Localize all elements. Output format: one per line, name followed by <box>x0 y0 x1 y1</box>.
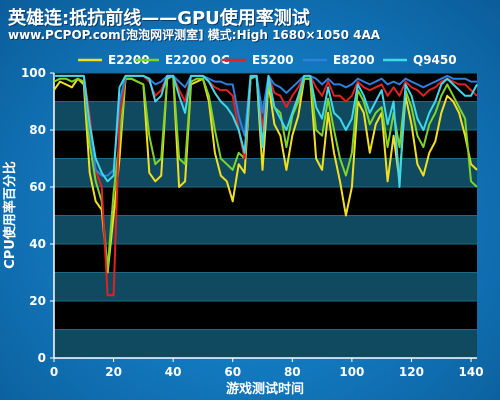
plot-band <box>54 187 477 216</box>
plot-band <box>54 272 477 301</box>
plot-band <box>54 215 477 244</box>
legend-label-q9450: Q9450 <box>413 53 457 67</box>
y-tick-labels: 0 20 40 60 80 100 <box>21 66 46 365</box>
plot-band <box>54 158 477 187</box>
legend-label-e2200: E2200 <box>108 53 150 67</box>
x-tick-label: 0 <box>50 365 58 379</box>
y-tick-label: 20 <box>29 294 46 308</box>
x-tick-labels: 0 20 40 60 80 100 120 140 <box>50 365 484 379</box>
legend-label-e8200: E8200 <box>333 53 375 67</box>
x-axis-title: 游戏测试时间 <box>226 381 304 397</box>
series-line-e8200 <box>54 74 477 177</box>
chart-subtitle: www.PCPOP.com[泡泡网评测室] 模式:High 1680×1050 … <box>8 28 381 42</box>
x-tick-label: 80 <box>284 365 301 379</box>
x-tick-label: 120 <box>399 365 424 379</box>
y-tick-label: 80 <box>29 123 46 137</box>
plot-band <box>54 244 477 273</box>
legend-label-e5200: E5200 <box>252 53 294 67</box>
axes <box>50 72 477 362</box>
y-tick-label: 40 <box>29 237 46 251</box>
series-lines <box>53 74 478 297</box>
series-line-q9450 <box>54 74 478 188</box>
plot-band <box>54 329 477 358</box>
y-tick-label: 60 <box>29 180 46 194</box>
y-tick-label: 0 <box>38 351 46 365</box>
legend-label-e2200-oc: E2200 OC <box>165 53 230 67</box>
legend: E2200 E2200 OC E5200 E8200 Q9450 <box>78 53 457 67</box>
x-tick-label: 100 <box>339 365 364 379</box>
x-tick-label: 60 <box>224 365 241 379</box>
plot-band <box>54 301 477 330</box>
x-tick-label: 20 <box>105 365 122 379</box>
x-tick-label: 40 <box>165 365 182 379</box>
y-tick-label: 100 <box>21 66 46 80</box>
chart-title: 英雄连:抵抗前线——GPU使用率测试 <box>8 8 310 29</box>
x-tick-label: 140 <box>459 365 484 379</box>
y-axis-title: CPU使用率百分比 <box>2 161 18 269</box>
